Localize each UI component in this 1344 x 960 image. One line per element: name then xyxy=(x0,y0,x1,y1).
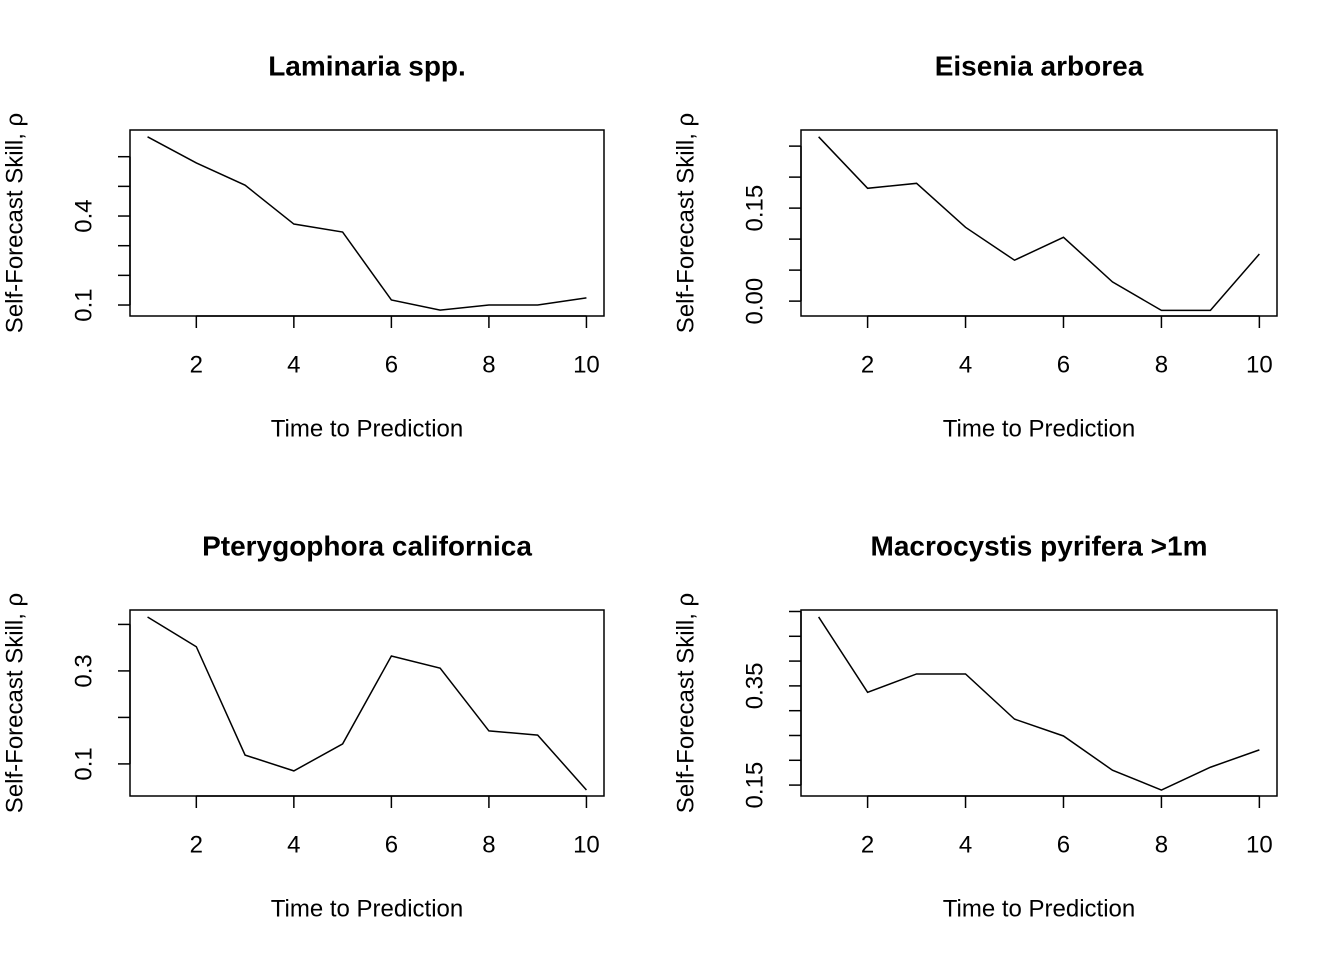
y-tick-label: 0.1 xyxy=(70,288,97,321)
y-tick-label: 0.1 xyxy=(70,747,97,780)
y-axis-label: Self-Forecast Skill, ρ xyxy=(1,113,28,333)
data-line xyxy=(147,616,588,791)
x-tick-label: 10 xyxy=(573,831,600,858)
x-tick-label: 10 xyxy=(1246,831,1273,858)
data-line xyxy=(147,136,587,311)
plot-frame xyxy=(800,129,1278,317)
x-axis-label: Time to Prediction xyxy=(271,895,464,922)
x-tick-label: 10 xyxy=(1246,351,1273,378)
x-tick-label: 2 xyxy=(861,831,874,858)
x-tick-label: 8 xyxy=(482,351,495,378)
x-tick-label: 8 xyxy=(1155,351,1168,378)
plot-frame xyxy=(129,609,605,797)
x-tick-label: 4 xyxy=(959,351,972,378)
x-tick-label: 2 xyxy=(190,351,203,378)
panel-title: Laminaria spp. xyxy=(268,50,466,81)
x-axis-label: Time to Prediction xyxy=(271,415,464,442)
panel-title: Eisenia arborea xyxy=(935,50,1144,81)
x-tick-label: 2 xyxy=(190,831,203,858)
x-tick-label: 10 xyxy=(573,351,600,378)
y-tick-label: 0.4 xyxy=(70,199,97,232)
y-axis-label: Self-Forecast Skill, ρ xyxy=(672,113,699,333)
y-tick-label: 0.15 xyxy=(741,762,768,809)
x-tick-label: 6 xyxy=(1057,351,1070,378)
y-axis-label: Self-Forecast Skill, ρ xyxy=(1,593,28,813)
plot-frame xyxy=(800,609,1278,797)
x-tick-label: 6 xyxy=(385,351,398,378)
x-axis-label: Time to Prediction xyxy=(943,415,1136,442)
x-tick-label: 4 xyxy=(287,351,300,378)
data-line xyxy=(818,136,1260,312)
y-tick-label: 0.00 xyxy=(741,278,768,325)
y-tick-label: 0.15 xyxy=(741,185,768,232)
y-tick-label: 0.3 xyxy=(70,654,97,687)
x-tick-label: 6 xyxy=(1057,831,1070,858)
y-axis-label: Self-Forecast Skill, ρ xyxy=(672,593,699,813)
data-line xyxy=(818,616,1260,791)
x-tick-label: 4 xyxy=(287,831,300,858)
x-axis-label: Time to Prediction xyxy=(943,895,1136,922)
y-tick-label: 0.35 xyxy=(741,663,768,710)
panel-title: Macrocystis pyrifera >1m xyxy=(871,530,1208,561)
plot-frame xyxy=(129,129,605,317)
x-tick-label: 2 xyxy=(861,351,874,378)
x-tick-label: 6 xyxy=(385,831,398,858)
x-tick-label: 4 xyxy=(959,831,972,858)
x-tick-label: 8 xyxy=(482,831,495,858)
x-tick-label: 8 xyxy=(1155,831,1168,858)
panel-title: Pterygophora californica xyxy=(202,530,532,561)
